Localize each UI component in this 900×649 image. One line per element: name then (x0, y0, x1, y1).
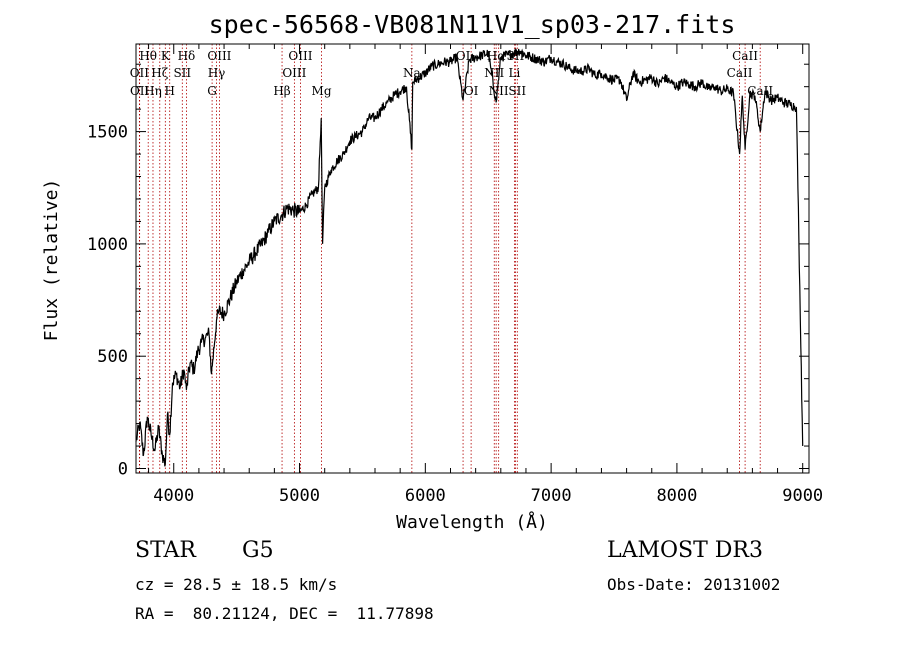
spectral-line-label-6: OI (464, 84, 479, 98)
spectral-line-label-27: G (207, 84, 217, 98)
spectral-line-markers (138, 44, 761, 473)
spectral-line-label-25: OIII (207, 49, 231, 63)
plot-frame (135, 43, 810, 474)
spectral-line-label-22: H (164, 84, 174, 98)
y-tick-label-2: 1000 (87, 235, 128, 255)
spectral-line-label-2: OIII (288, 49, 312, 63)
spectral-line-label-23: SII (173, 66, 191, 80)
spectral-line-label-5: OI (456, 49, 471, 63)
spectral-line-label-4: Na (403, 66, 421, 80)
x-tick-label-5: 9000 (782, 486, 823, 506)
x-tick-label-3: 7000 (531, 486, 572, 506)
spectral-line-label-24: Hδ (178, 49, 196, 63)
y-tick-label-1: 500 (97, 347, 128, 367)
x-tick-label-0: 4000 (153, 486, 194, 506)
x-tick-label-2: 6000 (405, 486, 446, 506)
spectral-line-label-14: CaII (732, 49, 758, 63)
y-tick-label-3: 1500 (87, 123, 128, 143)
spectral-line-label-18: OII (130, 84, 150, 98)
spectral-line-label-9: NII (489, 84, 509, 98)
survey-name: LAMOST DR3 (607, 538, 763, 563)
spectral-line-label-3: Mg (312, 84, 332, 98)
spectral-line-label-12: SII (508, 84, 526, 98)
spectral-line-label-21: K (161, 49, 171, 63)
coordinates: RA = 80.21124, DEC = 11.77898 (135, 604, 434, 623)
object-subclass: G5 (242, 538, 274, 563)
spectral-line-labels: HβOIIIOIIIMgNaOIOINIIHαNIISIILiSIICaIICa… (130, 49, 774, 98)
object-class: STAR (135, 538, 196, 563)
spectral-line-label-13: CaII (727, 66, 753, 80)
spectral-line-label-11: Li (508, 66, 520, 80)
obs-date: Obs-Date: 20131002 (607, 575, 781, 594)
spectral-line-label-26: Hγ (208, 66, 226, 80)
spectral-line-label-7: NII (484, 66, 504, 80)
spectral-line-label-17: OII (130, 66, 150, 80)
x-tick-label-1: 5000 (279, 486, 320, 506)
y-axis-label: Flux (relative) (41, 179, 62, 342)
spectral-line-label-1: OIII (282, 66, 306, 80)
y-tick-label-0: 0 (118, 460, 128, 480)
spectral-line-label-19: Hη (144, 84, 162, 98)
redshift-info: cz = 28.5 ± 18.5 km/s (135, 575, 338, 594)
flux-series-line (135, 48, 804, 467)
spectral-line-label-16: Hθ (139, 49, 157, 63)
spectral-line-label-20: Hζ (151, 66, 168, 80)
x-tick-label-4: 8000 (656, 486, 697, 506)
spectral-line-label-0: Hβ (273, 84, 290, 98)
axis-ticks: 4000 5000 6000 7000 8000 9000 0 500 1000 1500 (87, 44, 823, 506)
chart-title: spec-56568-VB081N11V1_sp03-217.fits (209, 10, 736, 39)
x-axis-label: Wavelength (Å) (396, 511, 548, 533)
